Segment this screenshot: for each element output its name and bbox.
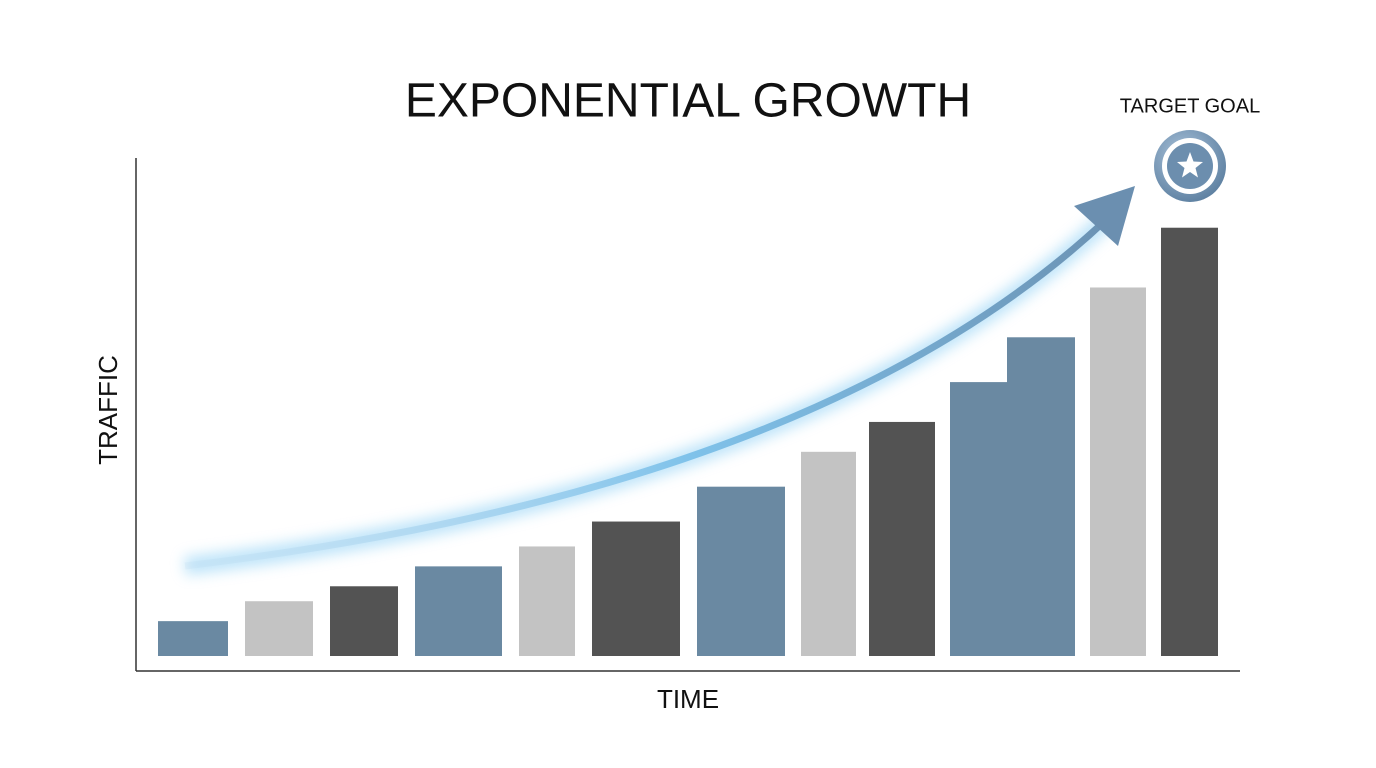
- bar: [158, 621, 228, 656]
- bar: [950, 382, 1007, 656]
- bar: [697, 486, 785, 656]
- bar: [1161, 227, 1218, 656]
- bar: [415, 566, 502, 656]
- annotation: TARGET GOAL: [1120, 95, 1260, 117]
- bar: [592, 521, 680, 656]
- bar: [330, 586, 398, 656]
- bar: [519, 546, 575, 656]
- x-axis-label: TIME: [657, 684, 719, 714]
- bar: [245, 601, 313, 656]
- growth-arrow: [183, 186, 1135, 575]
- bar: [869, 421, 935, 656]
- bar: [1090, 287, 1146, 656]
- bar: [1007, 337, 1075, 656]
- y-axis-label: TRAFFIC: [93, 355, 123, 465]
- chart-title: EXPONENTIAL GROWTH: [405, 75, 971, 128]
- bars: [158, 227, 1218, 656]
- bar: [801, 451, 856, 656]
- target-icon: [1154, 130, 1226, 202]
